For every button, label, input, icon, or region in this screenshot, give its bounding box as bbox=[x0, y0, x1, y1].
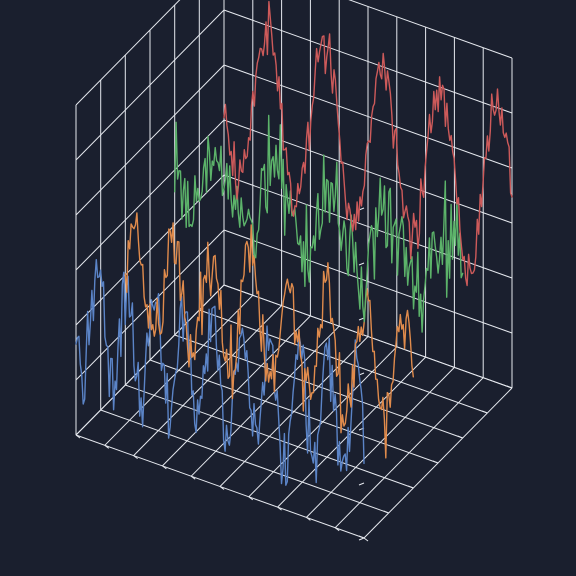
x-tick bbox=[363, 537, 369, 542]
floor-gridline-y bbox=[199, 309, 488, 414]
side-gridline-z bbox=[75, 9, 225, 161]
x-tick bbox=[334, 527, 340, 532]
y-tick bbox=[383, 510, 389, 514]
side-gridline-z bbox=[75, 119, 225, 271]
y-tick bbox=[358, 535, 365, 539]
side-gridline-z bbox=[75, 0, 181, 106]
z-tick bbox=[358, 537, 365, 541]
z-tick bbox=[358, 482, 365, 486]
back-gridline-z bbox=[348, 0, 513, 59]
series-line-3 bbox=[173, 114, 464, 333]
floor-gridline-y bbox=[125, 384, 414, 489]
back-gridline-z bbox=[223, 64, 513, 169]
z-tick bbox=[358, 262, 365, 266]
x-tick bbox=[248, 496, 254, 501]
y-tick bbox=[457, 435, 463, 439]
series-group bbox=[75, 0, 513, 486]
series-line-4 bbox=[223, 0, 513, 287]
x-tick bbox=[219, 486, 225, 490]
y-tick bbox=[506, 385, 513, 389]
series-line-1 bbox=[75, 259, 365, 486]
back-gridline-z bbox=[223, 9, 513, 114]
z-tick bbox=[358, 317, 365, 321]
floor-gridline-y bbox=[100, 409, 389, 514]
axis-ticks bbox=[75, 207, 513, 542]
x-tick bbox=[190, 475, 196, 480]
side-gridline-z bbox=[75, 64, 225, 216]
back-gridline-z bbox=[223, 229, 513, 334]
y-tick bbox=[432, 460, 439, 464]
x-tick bbox=[306, 517, 311, 521]
floor-gridline-y bbox=[149, 359, 439, 464]
x-tick bbox=[75, 434, 81, 439]
x-tick bbox=[277, 506, 282, 511]
y-tick bbox=[482, 410, 488, 414]
x-tick bbox=[162, 465, 167, 470]
back-gridline-z bbox=[223, 284, 513, 389]
x-tick bbox=[133, 455, 138, 460]
x-tick bbox=[104, 444, 110, 449]
y-tick bbox=[408, 485, 414, 489]
back-gridline-z bbox=[223, 119, 513, 224]
